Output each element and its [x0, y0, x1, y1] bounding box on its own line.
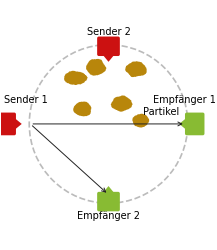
Polygon shape — [102, 186, 115, 194]
Text: Empfänger 1: Empfänger 1 — [153, 95, 216, 105]
Polygon shape — [132, 114, 149, 128]
Polygon shape — [14, 118, 22, 130]
Text: Sender 2: Sender 2 — [87, 27, 130, 37]
Polygon shape — [86, 59, 106, 76]
Polygon shape — [179, 118, 187, 130]
FancyBboxPatch shape — [185, 112, 204, 135]
Text: Partikel: Partikel — [143, 107, 179, 117]
Polygon shape — [125, 61, 147, 77]
Text: Empfänger 2: Empfänger 2 — [77, 211, 140, 221]
FancyBboxPatch shape — [0, 112, 16, 135]
Polygon shape — [111, 96, 133, 112]
Polygon shape — [64, 71, 88, 85]
FancyBboxPatch shape — [97, 36, 120, 56]
Text: Sender 1: Sender 1 — [3, 95, 47, 105]
Polygon shape — [102, 54, 115, 62]
FancyBboxPatch shape — [97, 192, 120, 211]
Polygon shape — [73, 102, 91, 116]
